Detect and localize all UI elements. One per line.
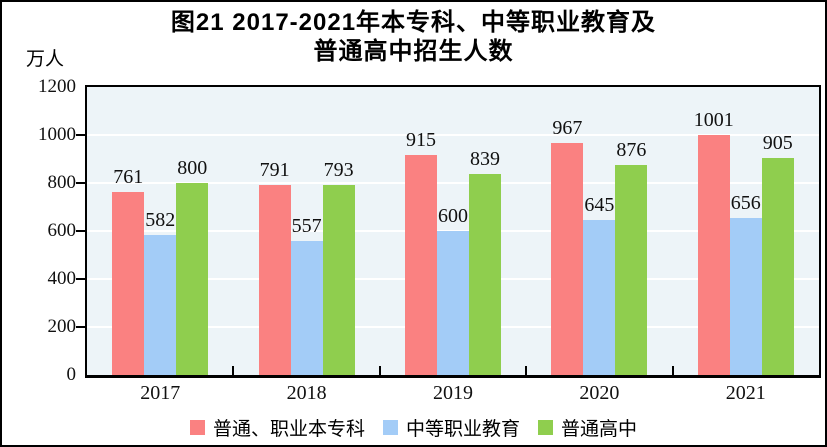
bar-2020-series2 bbox=[615, 164, 648, 375]
y-axis-tick-label: 200 bbox=[47, 316, 77, 337]
y-axis-tick bbox=[76, 230, 85, 232]
bar-value-label: 800 bbox=[177, 157, 208, 179]
y-axis-unit-label: 万人 bbox=[26, 49, 65, 70]
x-axis-tick-label: 2019 bbox=[432, 382, 473, 404]
legend-label: 普通、职业本专科 bbox=[212, 419, 365, 440]
bar-2021-series0 bbox=[697, 134, 730, 375]
bar-2019-series1 bbox=[437, 231, 469, 375]
legend-item-2: 普通高中 bbox=[538, 414, 637, 441]
legend-swatch-icon bbox=[538, 420, 553, 435]
gridline bbox=[87, 134, 819, 136]
bar-2017-series2 bbox=[176, 183, 209, 375]
bar-2017-series0 bbox=[112, 192, 145, 375]
legend-swatch-icon bbox=[382, 420, 398, 435]
x-axis-tick-label: 2017 bbox=[140, 382, 181, 404]
bar-value-label: 656 bbox=[730, 191, 761, 214]
bar-value-label: 839 bbox=[470, 147, 500, 170]
bar-2018-series2 bbox=[322, 184, 355, 375]
y-axis-tick-label: 600 bbox=[47, 220, 77, 241]
y-axis-tick-label: 400 bbox=[47, 268, 77, 289]
legend: 普通、职业本专科 中等职业教育 普通高中 bbox=[2, 414, 825, 441]
chart-title-line1: 图21 2017-2021年本专科、中等职业教育及 bbox=[170, 9, 657, 36]
y-axis-tick bbox=[76, 134, 85, 136]
y-axis-tick bbox=[76, 182, 85, 184]
legend-swatch-icon bbox=[189, 420, 205, 435]
legend-item-1: 中等职业教育 bbox=[382, 414, 520, 441]
bar-value-label: 967 bbox=[552, 116, 583, 139]
chart-title: 图21 2017-2021年本专科、中等职业教育及 普通高中招生人数 bbox=[2, 8, 825, 66]
x-axis-tick bbox=[671, 366, 674, 375]
bar-value-label: 793 bbox=[323, 158, 354, 181]
x-axis-tick bbox=[525, 366, 528, 375]
bar-value-label: 600 bbox=[438, 205, 468, 227]
x-axis-tick-label: 2020 bbox=[579, 382, 620, 404]
bar-value-label: 761 bbox=[113, 166, 144, 189]
y-axis-tick bbox=[76, 326, 85, 328]
y-axis-tick-label: 800 bbox=[47, 172, 77, 193]
bar-2021-series2 bbox=[761, 157, 794, 375]
y-axis-tick-label: 1000 bbox=[38, 124, 76, 145]
x-axis-tick-label: 2018 bbox=[286, 382, 327, 404]
bar-value-label: 1001 bbox=[693, 108, 734, 131]
bar-value-label: 645 bbox=[584, 194, 615, 217]
legend-label: 普通高中 bbox=[561, 419, 638, 440]
bar-value-label: 876 bbox=[616, 138, 647, 161]
bar-2018-series0 bbox=[258, 185, 291, 375]
gridline bbox=[87, 182, 819, 184]
bar-2020-series1 bbox=[583, 220, 616, 375]
bar-value-label: 582 bbox=[145, 209, 176, 232]
x-axis-tick-label: 2021 bbox=[725, 382, 766, 404]
bar-2020-series0 bbox=[551, 142, 584, 375]
bar-value-label: 557 bbox=[291, 215, 322, 238]
bar-2019-series2 bbox=[469, 173, 501, 375]
bar-2017-series1 bbox=[144, 235, 177, 375]
x-axis-tick bbox=[378, 366, 381, 375]
bar-value-label: 915 bbox=[406, 129, 436, 152]
y-axis-tick-label: 1200 bbox=[38, 76, 76, 97]
bar-value-label: 905 bbox=[762, 131, 793, 154]
legend-item-0: 普通、职业本专科 bbox=[189, 414, 365, 441]
y-axis-tick bbox=[76, 278, 85, 280]
bar-2018-series1 bbox=[290, 241, 323, 375]
bar-2019-series0 bbox=[405, 155, 437, 375]
legend-label: 中等职业教育 bbox=[405, 419, 520, 440]
y-axis-tick-label: 0 bbox=[66, 364, 77, 385]
chart-title-line2: 普通高中招生人数 bbox=[313, 38, 514, 65]
bar-value-label: 791 bbox=[259, 159, 290, 182]
bar-2021-series1 bbox=[729, 217, 762, 375]
x-axis-tick bbox=[232, 366, 235, 375]
